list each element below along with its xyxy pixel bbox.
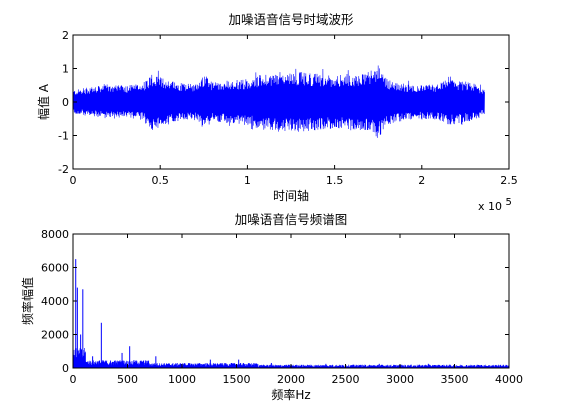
spectrum-x-tick-label: 4000 (495, 373, 523, 386)
spectrum-x-tick-label: 2500 (332, 373, 360, 386)
time-x-tick-label: 1 (244, 174, 251, 187)
time-x-tick-label: 2.5 (500, 174, 518, 187)
spectrum-chart: 加噪语音信号频谱图 0 500 1000 1500 2000 2500 3000 3500 40… (20, 212, 523, 402)
spectrum-x-ticks: 0 500 1000 1500 2000 2500 3000 3500 4000 (70, 234, 523, 386)
time-x-multiplier-exp: 5 (506, 197, 512, 208)
spectrum-x-tick-label: 3500 (441, 373, 469, 386)
spectrum-x-tick-label: 0 (70, 373, 77, 386)
spectrum-x-tick-label: 3000 (386, 373, 414, 386)
spectrum-y-ticks: 0 2000 4000 6000 8000 (41, 228, 509, 375)
time-x-axis-label: 时间轴 (273, 188, 309, 203)
time-chart-title: 加噪语音信号时域波形 (228, 12, 354, 27)
spectrum-x-tick-label: 500 (117, 373, 138, 386)
spectrum-y-tick-label: 2000 (41, 329, 69, 342)
time-waveform-series (72, 65, 485, 138)
time-x-ticks: 0 0.5 1 1.5 2 2.5 (70, 35, 518, 187)
time-y-ticks: -2 -1 0 1 2 (58, 29, 509, 176)
spectrum-x-axis-label: 频率Hz (271, 387, 310, 402)
time-x-tick-label: 1.5 (326, 174, 344, 187)
time-x-tick-label: 0 (70, 174, 77, 187)
time-y-tick-label: 2 (62, 29, 69, 42)
time-y-axis-label: 幅值 A (36, 83, 51, 120)
time-x-tick-label: 0.5 (151, 174, 169, 187)
time-y-tick-label: 1 (62, 63, 69, 76)
spectrum-chart-title: 加噪语音信号频谱图 (235, 212, 348, 227)
spectrum-y-tick-label: 0 (62, 362, 69, 375)
spectrum-x-tick-label: 2000 (277, 373, 305, 386)
spectrum-plot-area (73, 234, 509, 368)
time-y-tick-label: -1 (58, 130, 69, 143)
time-x-multiplier-base: x 10 (478, 200, 502, 213)
spectrum-y-tick-label: 8000 (41, 228, 69, 241)
time-domain-chart: 加噪语音信号时域波形 0 0.5 1 1.5 2 2.5 -2 -1 0 1 2 时间轴 幅值 A… (36, 12, 518, 213)
spectrum-y-tick-label: 6000 (41, 262, 69, 275)
time-x-multiplier: x 10 5 (478, 197, 512, 213)
spectrum-x-tick-label: 1000 (168, 373, 196, 386)
time-waveform-line (72, 65, 485, 138)
spectrum-y-axis-label: 频率幅值 (20, 277, 35, 325)
time-y-tick-label: 0 (62, 96, 69, 109)
time-y-tick-label: -2 (58, 163, 69, 176)
spectrum-x-tick-label: 1500 (223, 373, 251, 386)
spectrum-y-tick-label: 4000 (41, 295, 69, 308)
time-x-tick-label: 2 (418, 174, 425, 187)
